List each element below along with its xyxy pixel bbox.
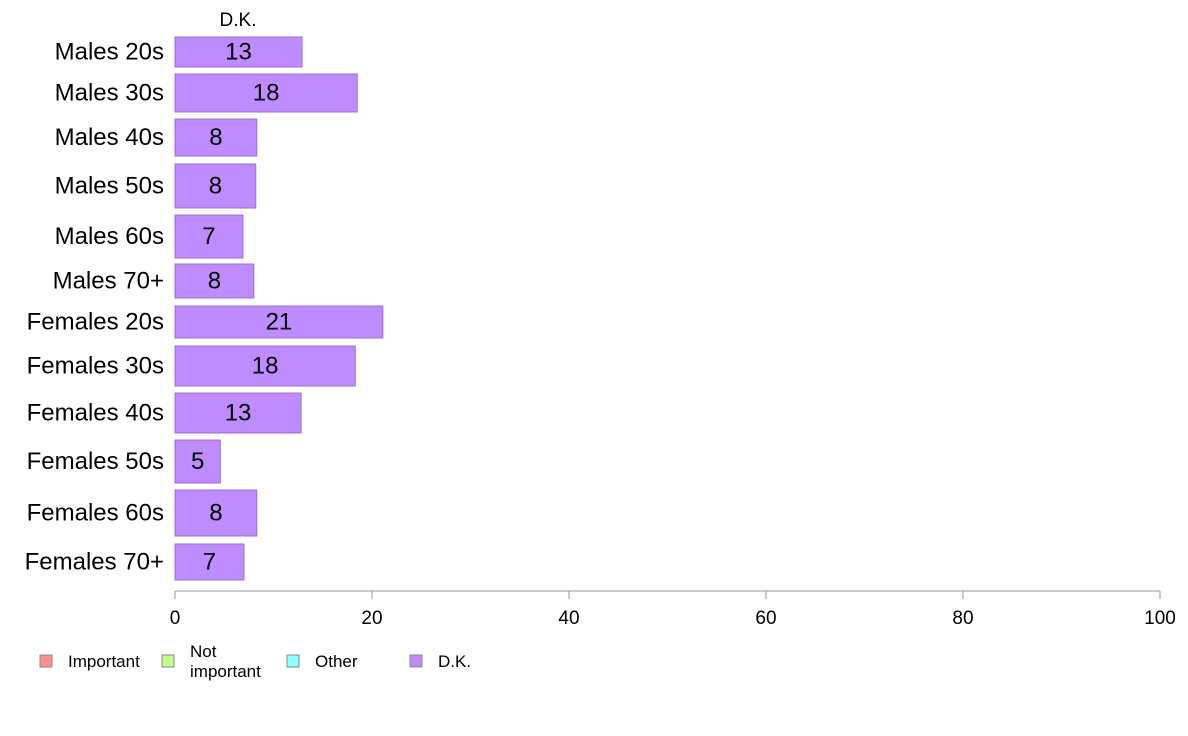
bar-males-70 [174, 263, 255, 299]
x-tick-label-0: 0 [170, 608, 181, 629]
bar-females-70 [174, 543, 245, 581]
legend-label-other: Other [315, 652, 358, 671]
category-label-males-40s: Males 40s [55, 124, 164, 151]
bar-females-40s [174, 392, 302, 434]
legend-swatch-other [286, 654, 300, 668]
value-label-females-20s: 21 [266, 309, 293, 336]
x-tick-label-20: 20 [361, 608, 382, 629]
category-label-females-40s: Females 40s [27, 400, 164, 427]
value-label-males-20s: 13 [225, 39, 252, 66]
x-tick-label-100: 100 [1144, 608, 1176, 629]
column-title: D.K. [220, 10, 257, 31]
category-label-males-60s: Males 60s [55, 223, 164, 250]
category-label-males-50s: Males 50s [55, 173, 164, 200]
legend-label-d-k: D.K. [438, 652, 471, 671]
legend-label-not-important: Not important [190, 642, 261, 681]
value-label-males-60s: 7 [202, 223, 215, 250]
category-label-females-70: Females 70+ [25, 549, 164, 576]
x-axis: 0 20 40 60 80 100 [170, 590, 1176, 629]
value-label-females-60s: 8 [209, 500, 222, 527]
bar-males-20s [174, 36, 303, 68]
bar-females-50s [174, 439, 221, 484]
value-label-females-70: 7 [203, 549, 216, 576]
value-label-females-40s: 13 [225, 400, 252, 427]
legend-swatch-important [39, 654, 53, 668]
category-label-females-50s: Females 50s [27, 448, 164, 475]
x-tick-label-60: 60 [755, 608, 776, 629]
value-label-males-50s: 8 [209, 173, 222, 200]
category-label-females-30s: Females 30s [27, 353, 164, 380]
category-label-females-60s: Females 60s [27, 500, 164, 527]
category-label-females-20s: Females 20s [27, 309, 164, 336]
value-label-males-30s: 18 [253, 80, 280, 107]
value-label-males-40s: 8 [209, 124, 222, 151]
bar-males-30s [174, 73, 358, 113]
category-label-males-70: Males 70+ [53, 268, 164, 295]
legend-label-important: Important [68, 652, 140, 671]
x-tick-label-40: 40 [558, 608, 579, 629]
legend-swatch-not-important [161, 654, 175, 668]
x-tick-label-80: 80 [952, 608, 973, 629]
bar-females-30s [174, 345, 356, 387]
bar-females-20s [174, 305, 384, 339]
value-label-females-30s: 18 [252, 353, 279, 380]
value-label-males-70: 8 [208, 268, 221, 295]
bar-males-40s [174, 118, 258, 157]
legend: Important Not important Other D.K. [39, 642, 471, 681]
category-labels: Males 20s Males 30s Males 40s Males 50s Male… [25, 39, 164, 576]
legend-swatch-d-k [409, 654, 423, 668]
bar-males-50s [174, 163, 257, 209]
bar-females-60s [174, 489, 258, 537]
category-label-males-20s: Males 20s [55, 39, 164, 66]
category-label-males-30s: Males 30s [55, 80, 164, 107]
bar-males-60s [174, 214, 244, 259]
value-label-females-50s: 5 [191, 448, 204, 475]
